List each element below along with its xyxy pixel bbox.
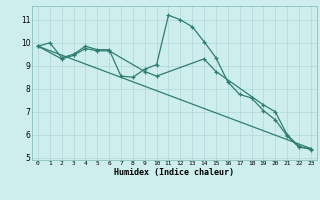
X-axis label: Humidex (Indice chaleur): Humidex (Indice chaleur): [115, 168, 234, 177]
